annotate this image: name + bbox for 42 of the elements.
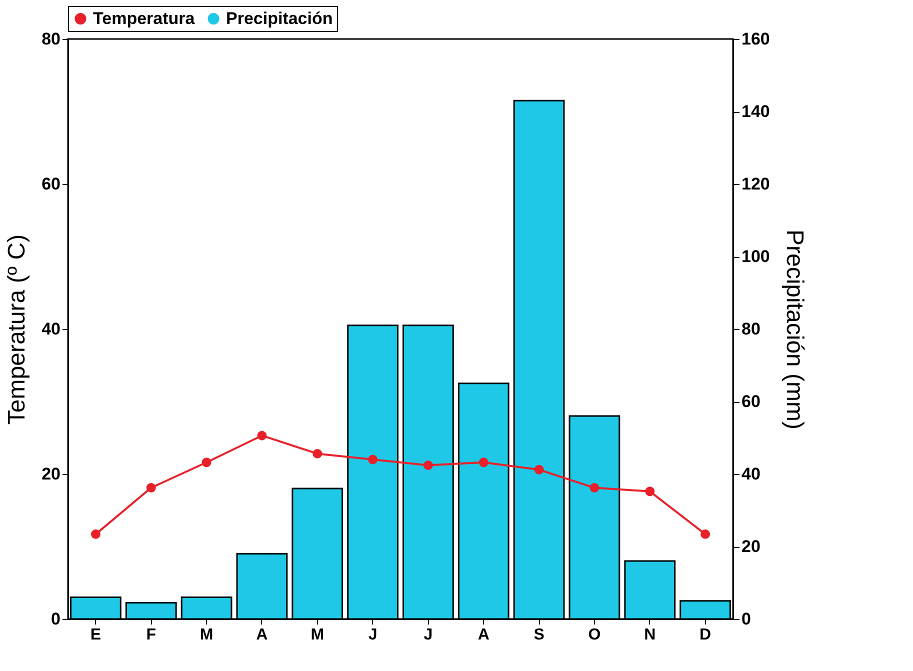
y2-tick-label: 80 [742,320,760,338]
x-tick-label: A [478,626,490,644]
x-tick-label: E [90,626,102,644]
x-tick-label: J [424,626,433,644]
y2-tick-label: 0 [742,610,751,628]
y2-tick-label: 20 [742,537,760,556]
legend-label: Precipitación [226,8,333,28]
point [312,448,322,458]
y2-tick-label: 40 [742,464,760,484]
x-tick-label: D [700,626,712,644]
point [645,486,655,496]
point [257,430,267,440]
y2-axis-title: Precipitación (mm) [780,229,808,430]
y2-tick-label: 160 [742,30,770,48]
y-tick-label: 20 [42,464,60,484]
x-tick-label: A [256,626,268,644]
y2-tick-label: 100 [742,247,770,266]
point [146,483,156,493]
point [534,464,544,474]
x-tick-label: O [588,626,601,644]
y-tick-label: 80 [42,30,60,48]
y-tick-label: 40 [42,320,60,338]
y2-tick-label: 120 [742,174,770,194]
point [590,483,600,493]
x-tick-label: S [534,626,545,644]
x-tick-label: F [146,626,156,644]
point [368,454,378,464]
point [478,458,488,468]
y-tick-label: 0 [51,610,60,628]
point [700,529,710,539]
y2-tick-label: 60 [742,392,760,411]
x-tick-label: J [368,626,378,644]
legend-label: Temperatura [93,8,196,28]
y-tick-label: 60 [42,174,60,194]
y-axis-title: Temperatura (º C) [4,234,31,425]
y2-tick-label: 140 [742,102,770,121]
point [90,529,100,539]
x-tick-label: N [644,626,656,644]
point [202,458,212,468]
x-tick-label: M [200,626,214,644]
point [423,460,433,470]
x-tick-label: M [310,626,324,644]
